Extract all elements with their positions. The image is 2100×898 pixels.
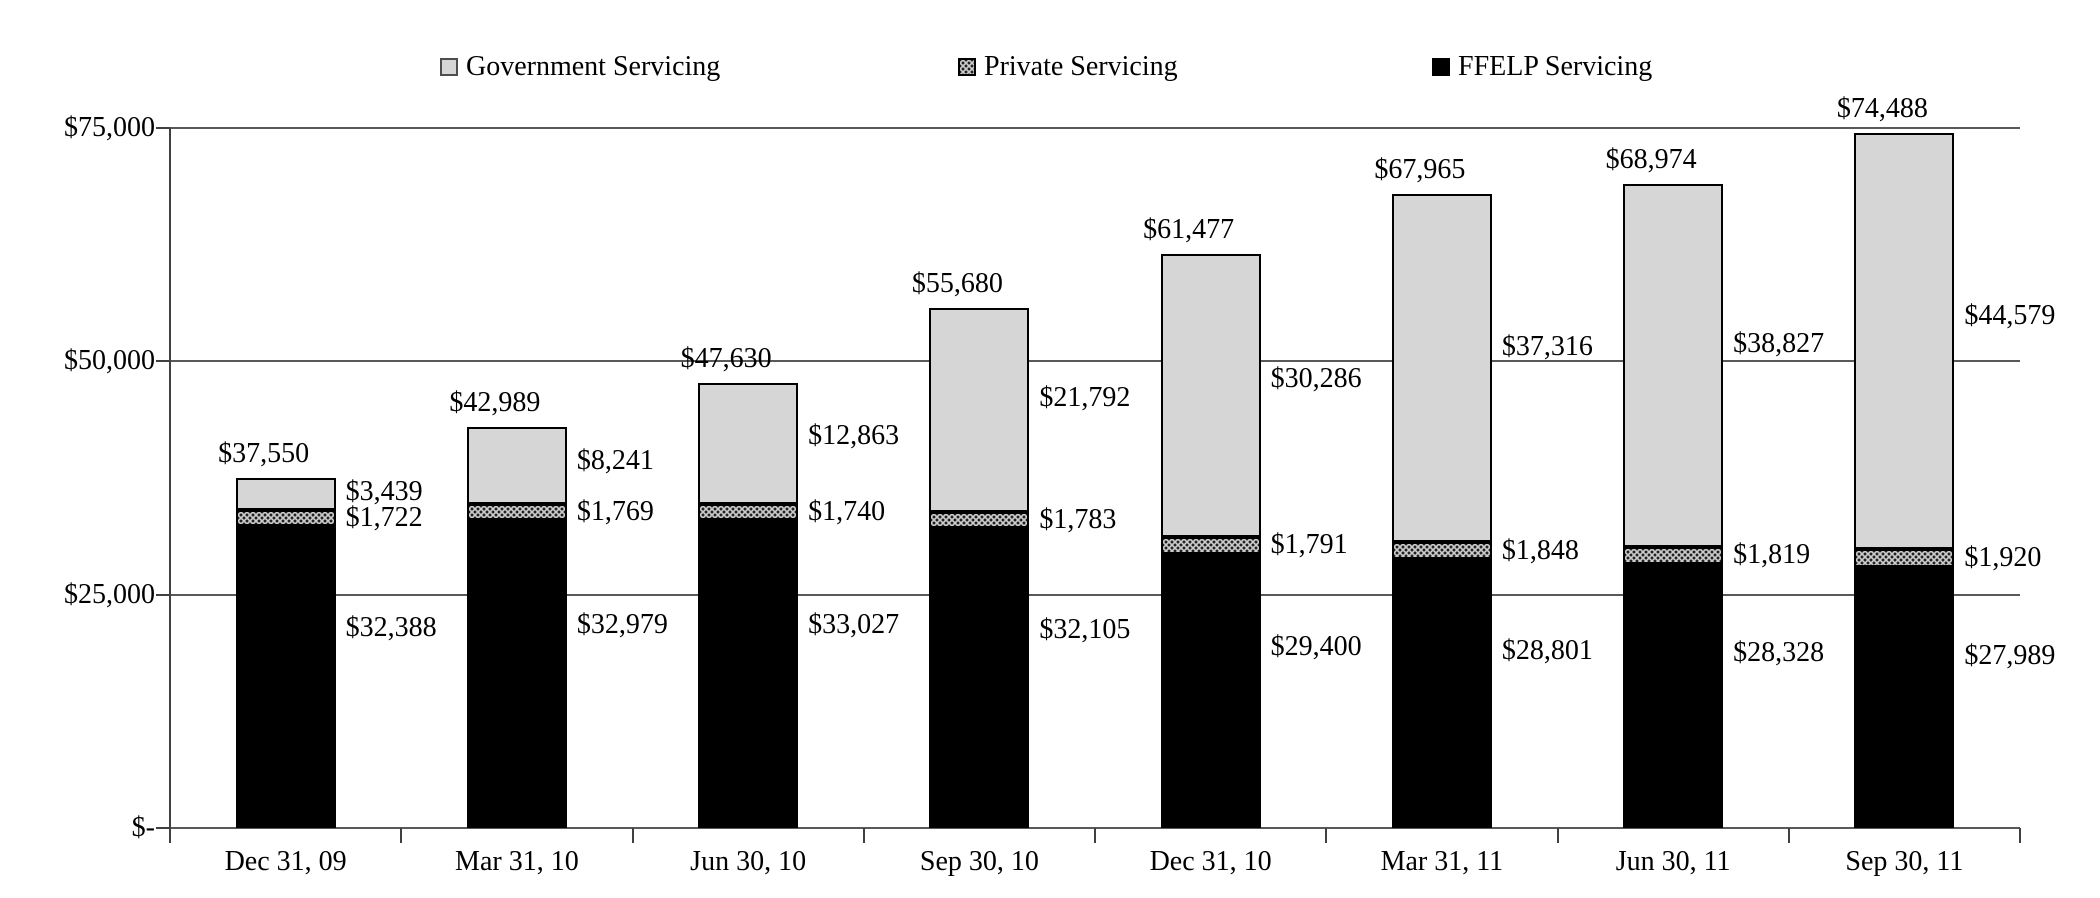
data-label-ffelp-servicing: $32,105 — [1039, 614, 1131, 646]
y-axis-tick — [156, 593, 170, 596]
bar-segment-government-servicing — [1623, 184, 1724, 547]
total-label: $42,989 — [449, 386, 541, 418]
x-axis-tick — [400, 828, 403, 843]
data-label-private-servicing: $1,848 — [1501, 534, 1579, 566]
total-label: $61,477 — [1143, 214, 1235, 246]
bar-segment-government-servicing — [235, 477, 336, 510]
total-label: $47,630 — [680, 343, 772, 375]
bar-segment-private-servicing — [1854, 548, 1955, 567]
legend-label-ffelp-servicing: FFELP Servicing — [1458, 51, 1653, 82]
total-label: $55,680 — [911, 268, 1003, 300]
bar-segment-government-servicing — [698, 383, 799, 504]
data-label-government-servicing: $38,827 — [1733, 327, 1825, 359]
data-label-government-servicing: $3,439 — [345, 475, 423, 507]
total-label: $67,965 — [1374, 153, 1466, 185]
bar-segment-ffelp-servicing — [698, 519, 799, 828]
data-label-private-servicing: $1,783 — [1039, 504, 1117, 536]
x-axis-category-label: Dec 31, 09 — [224, 846, 347, 877]
data-label-ffelp-servicing: $32,388 — [345, 612, 437, 644]
data-label-private-servicing: $1,722 — [345, 501, 423, 533]
data-label-ffelp-servicing: $32,979 — [576, 608, 668, 640]
data-label-government-servicing: $21,792 — [1039, 381, 1131, 413]
legend-item-government-servicing: Government Servicing — [440, 48, 720, 86]
x-axis-category-label: Mar 31, 10 — [455, 846, 579, 877]
x-axis-tick — [1325, 828, 1328, 843]
bar-segment-ffelp-servicing — [466, 520, 567, 828]
x-axis-category-label: Sep 30, 11 — [1845, 846, 1964, 877]
x-axis-tick — [2019, 828, 2021, 843]
government-servicing-swatch-icon — [440, 58, 458, 76]
legend-label-government-servicing: Government Servicing — [466, 51, 721, 82]
bar-segment-private-servicing — [1391, 541, 1492, 560]
data-label-government-servicing: $30,286 — [1270, 362, 1362, 394]
y-axis-label: $25,000 — [64, 578, 155, 610]
bar-segment-government-servicing — [1160, 254, 1261, 537]
legend-item-private-servicing: Private Servicing — [958, 48, 1178, 86]
bar-segment-ffelp-servicing — [1623, 563, 1724, 828]
legend-label-private-servicing: Private Servicing — [984, 51, 1178, 82]
bar-segment-private-servicing — [1160, 536, 1261, 554]
total-label: $68,974 — [1605, 144, 1697, 176]
data-label-ffelp-servicing: $27,989 — [1964, 639, 2056, 671]
data-label-government-servicing: $44,579 — [1964, 299, 2056, 331]
bar-segment-private-servicing — [466, 503, 567, 521]
gridline — [170, 593, 2020, 596]
data-label-private-servicing: $1,769 — [576, 495, 654, 527]
total-label: $74,488 — [1836, 92, 1928, 124]
y-axis-tick — [156, 827, 170, 829]
y-axis-label: $75,000 — [64, 112, 155, 143]
data-label-government-servicing: $8,241 — [576, 444, 654, 476]
bar-segment-ffelp-servicing — [1160, 553, 1261, 828]
y-axis-tick — [156, 360, 170, 363]
bar-segment-private-servicing — [698, 503, 799, 520]
bar-segment-ffelp-servicing — [1854, 566, 1955, 828]
total-label: $37,550 — [218, 437, 310, 469]
legend-item-ffelp-servicing: FFELP Servicing — [1432, 48, 1652, 86]
x-axis-category-label: Mar 31, 11 — [1380, 846, 1504, 877]
x-axis-category-label: Jun 30, 10 — [690, 846, 807, 877]
bar-segment-ffelp-servicing — [1391, 559, 1492, 828]
y-axis-label: $50,000 — [64, 345, 155, 377]
ffelp-servicing-swatch-icon — [1432, 58, 1450, 76]
bar-segment-private-servicing — [1623, 546, 1724, 564]
data-label-ffelp-servicing: $29,400 — [1270, 630, 1362, 662]
x-axis-tick — [1787, 828, 1790, 843]
data-label-government-servicing: $37,316 — [1501, 330, 1593, 362]
y-axis-tick — [156, 127, 170, 129]
y-axis-label: $- — [131, 812, 155, 843]
bar-segment-government-servicing — [1391, 193, 1492, 542]
data-label-private-servicing: $1,819 — [1733, 539, 1811, 571]
data-label-government-servicing: $12,863 — [808, 420, 900, 452]
x-axis-tick — [169, 828, 171, 843]
private-servicing-swatch-icon — [958, 58, 976, 76]
bar-segment-government-servicing — [929, 308, 1030, 512]
data-label-private-servicing: $1,791 — [1270, 529, 1348, 561]
gridline — [170, 127, 2020, 129]
bar-segment-private-servicing — [929, 511, 1030, 529]
data-label-private-servicing: $1,740 — [808, 495, 886, 527]
x-axis-category-label: Jun 30, 11 — [1615, 846, 1731, 877]
gridline — [170, 360, 2020, 363]
bar-segment-private-servicing — [235, 509, 336, 526]
x-axis-tick — [1094, 828, 1096, 843]
bar-segment-ffelp-servicing — [235, 525, 336, 828]
data-label-ffelp-servicing: $28,328 — [1733, 637, 1825, 669]
y-axis-line — [169, 128, 171, 828]
x-axis-tick — [631, 828, 634, 843]
data-label-private-servicing: $1,920 — [1964, 541, 2042, 573]
bar-segment-government-servicing — [1854, 132, 1955, 549]
data-label-ffelp-servicing: $33,027 — [808, 608, 900, 640]
x-axis-tick — [862, 828, 865, 843]
data-label-ffelp-servicing: $28,801 — [1501, 634, 1593, 666]
x-axis-category-label: Sep 30, 10 — [919, 846, 1039, 877]
x-axis-tick — [1556, 828, 1559, 843]
bar-segment-ffelp-servicing — [929, 528, 1030, 828]
bar-segment-government-servicing — [466, 426, 567, 504]
x-axis-category-label: Dec 31, 10 — [1149, 846, 1272, 877]
